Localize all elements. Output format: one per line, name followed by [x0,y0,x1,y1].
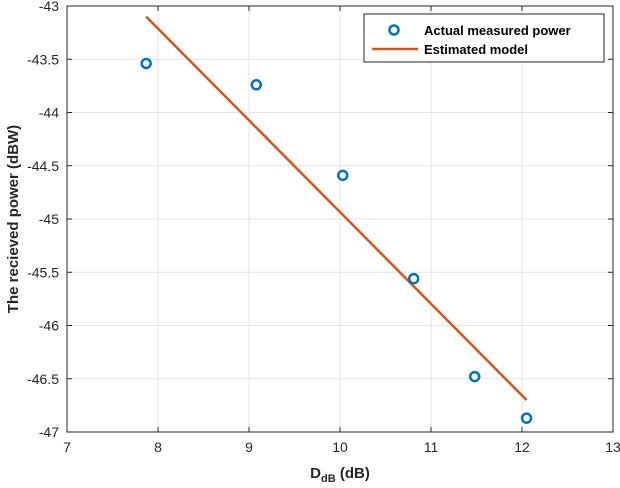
y-tick-label: -47 [39,424,59,440]
y-tick-label: -46 [39,318,59,334]
legend-box [363,13,605,63]
legend: Actual measured power Estimated model [363,13,605,63]
legend-marker-actual-measured-power [388,24,400,36]
series-actual-measured-power [140,57,533,424]
x-axis-label: DdB (dB) [310,465,370,485]
y-tick-label: -43.5 [27,51,59,67]
data-point [468,370,481,383]
x-axis-label-subscript: dB [321,473,336,485]
y-axis-label: The recieved power (dBW) [5,125,22,313]
y-tick-label: -44.5 [27,158,59,174]
x-axis-label-main: D [310,465,321,482]
data-point [250,79,263,91]
data-point [520,412,533,424]
data-point [140,57,152,70]
x-tick-label: 9 [245,439,253,455]
series-estimated-model [145,15,528,401]
estimated-model-line [145,15,528,401]
x-tick-label: 10 [332,439,348,455]
y-tick-label: -45.5 [27,264,59,280]
y-tick-label: -46.5 [27,371,59,387]
legend-label-actual-measured-power: Actual measured power [424,23,571,38]
y-tick-label: -43 [39,0,59,14]
x-tick-label: 12 [514,439,530,455]
x-tick-label: 11 [424,439,439,455]
x-axis-label-unit: (dB) [336,465,370,482]
legend-label-estimated-model: Estimated model [424,42,528,57]
x-tick-label: 8 [154,439,162,455]
y-tick-label: -44 [39,105,59,121]
y-tick-label: -45 [39,211,59,227]
series-layer [140,15,533,424]
y-axis-ticks: -43 -43.5 -44 -44.5 -45 -45.5 -46 -46.5 -47 [27,0,613,440]
x-tick-label: 7 [63,439,71,455]
x-axis-ticks: 7 8 9 10 11 12 13 [63,6,620,455]
data-point [336,169,349,182]
x-tick-label: 13 [605,439,620,455]
data-point [407,272,420,285]
